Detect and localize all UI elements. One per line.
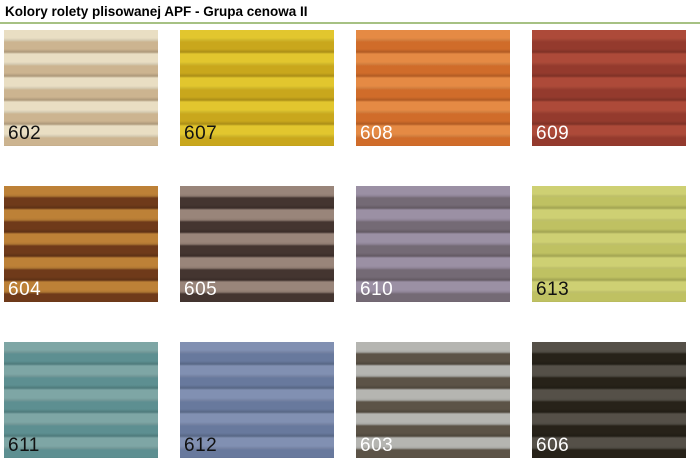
- swatch-608: 608: [356, 30, 510, 146]
- swatch-607: 607: [180, 30, 334, 146]
- swatch-613: 613: [532, 186, 686, 302]
- swatch-code-label: 604: [8, 279, 42, 300]
- swatch-609: 609: [532, 30, 686, 146]
- swatch-612: 612: [180, 342, 334, 458]
- swatch-611: 611: [4, 342, 158, 458]
- swatch-code-label: 603: [360, 435, 394, 456]
- swatch-606: 606: [532, 342, 686, 458]
- swatch-code-label: 605: [184, 279, 218, 300]
- swatch-604: 604: [4, 186, 158, 302]
- swatch-code-label: 607: [184, 123, 218, 144]
- swatch-code-label: 612: [184, 435, 218, 456]
- swatch-603: 603: [356, 342, 510, 458]
- swatch-code-label: 608: [360, 123, 394, 144]
- swatch-code-label: 602: [8, 123, 42, 144]
- swatch-code-label: 609: [536, 123, 570, 144]
- swatch-code-label: 606: [536, 435, 570, 456]
- title-divider: [0, 22, 700, 24]
- swatch-grid: 602 607 608 609 604 605 610 613 611 612 …: [4, 30, 700, 458]
- swatch-code-label: 611: [8, 435, 40, 456]
- swatch-602: 602: [4, 30, 158, 146]
- page-title: Kolory rolety plisowanej APF - Grupa cen…: [5, 4, 308, 19]
- swatch-code-label: 613: [536, 279, 570, 300]
- swatch-610: 610: [356, 186, 510, 302]
- swatch-code-label: 610: [360, 279, 394, 300]
- swatch-605: 605: [180, 186, 334, 302]
